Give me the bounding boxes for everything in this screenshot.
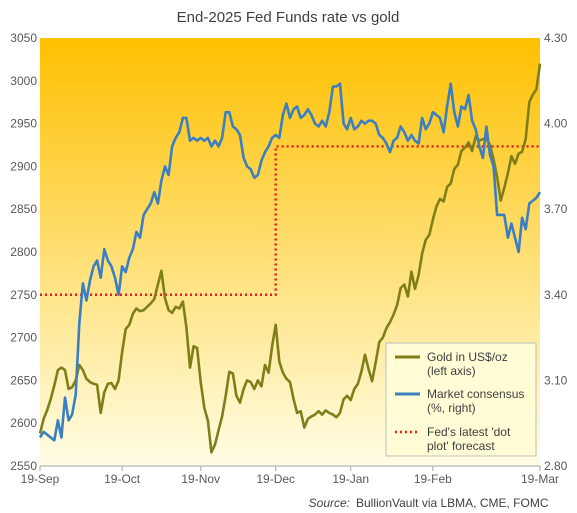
y-left-tick-label: 2750: [10, 288, 37, 302]
source-text: BullionVault via LBMA, CME, FOMC: [356, 496, 549, 510]
x-tick-label: 19-Sep: [21, 472, 60, 486]
y-left-tick-label: 2850: [10, 202, 37, 216]
legend-consensus-label-1: Market consensus: [427, 387, 524, 401]
y-right-tick-label: 4.00: [544, 117, 568, 131]
series-dotplot-line: [40, 145, 540, 297]
series-consensus-line: [38, 82, 542, 442]
x-tick-label: 19-Oct: [104, 472, 141, 486]
legend-consensus-label-2: (%, right): [427, 401, 476, 415]
y-left-tick-label: 2550: [10, 459, 37, 473]
source-label: Source:: [309, 496, 350, 510]
legend: Gold in US$/oz (left axis) Market consen…: [385, 342, 537, 457]
x-tick-label: 19-Feb: [414, 472, 452, 486]
y-left-tick-label: 2650: [10, 373, 37, 387]
legend-dotplot-label-1: Fed's latest 'dot: [427, 425, 511, 439]
y-left-tick-label: 2700: [10, 331, 37, 345]
series-gold-line: [38, 63, 542, 454]
x-tick-label: 19-Dec: [256, 472, 295, 486]
x-tick-label: 19-Mar: [521, 472, 559, 486]
y-left-tick-label: 2800: [10, 245, 37, 259]
y-right-tick-label: 3.70: [544, 202, 568, 216]
y-left-tick-label: 3000: [10, 74, 37, 88]
series-layer: [38, 63, 542, 454]
x-tick-label: 19-Nov: [181, 472, 220, 486]
y-left-tick-label: 2900: [10, 159, 37, 173]
y-left-tick-label: 3050: [10, 31, 37, 45]
legend-box: [385, 342, 537, 457]
source-note: Source: BullionVault via LBMA, CME, FOMC: [309, 496, 549, 510]
y-left-tick-label: 2600: [10, 416, 37, 430]
y-axis-left: 3050 3000 2950 2900 2850 2800 2750 2700 2650 2600…: [10, 31, 37, 473]
chart-title: End-2025 Fed Funds rate vs gold: [177, 9, 400, 26]
y-right-tick-label: 4.30: [544, 31, 568, 45]
legend-dotplot-label-2: plot' forecast: [427, 439, 495, 453]
y-right-tick-label: 3.40: [544, 288, 568, 302]
x-tick-label: 19-Jan: [332, 472, 369, 486]
y-right-tick-label: 2.80: [544, 459, 568, 473]
legend-gold-label-1: Gold in US$/oz: [427, 350, 508, 364]
x-axis: 19-Sep 19-Oct 19-Nov 19-Dec 19-Jan 19-Feb 19-M…: [21, 465, 559, 486]
y-right-tick-label: 3.10: [544, 373, 568, 387]
legend-gold-label-2: (left axis): [427, 364, 476, 378]
y-left-tick-label: 2950: [10, 117, 37, 131]
y-axis-right: 4.30 4.00 3.70 3.40 3.10 2.80: [544, 31, 568, 473]
